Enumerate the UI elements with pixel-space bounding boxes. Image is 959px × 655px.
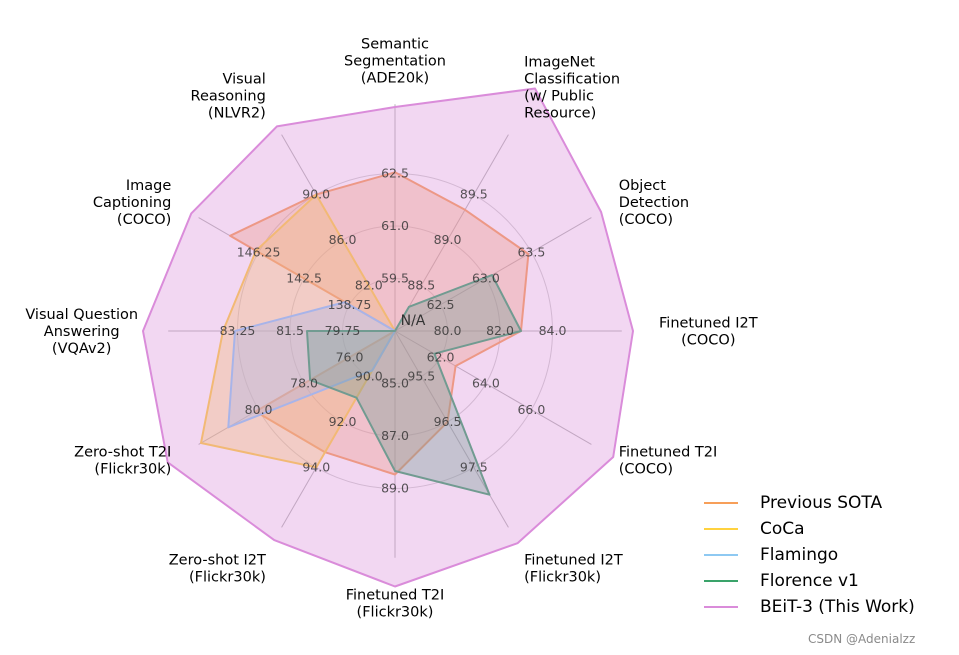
legend-label-florence-v1: Florence v1 — [760, 571, 859, 591]
legend-item-previous-sota: Previous SOTA — [704, 490, 915, 516]
tick-label-6-2: 89.0 — [381, 481, 409, 496]
tick-label-2-2: 63.5 — [517, 244, 545, 259]
center-label: N/A — [401, 313, 426, 329]
tick-label-7-2: 94.0 — [302, 459, 330, 474]
watermark: CSDN @Adenialzz — [808, 632, 916, 646]
axis-label-4: Finetuned T2I (COCO) — [619, 445, 718, 478]
tick-label-3-2: 84.0 — [539, 323, 567, 338]
tick-label-7-0: 90.0 — [355, 369, 383, 384]
legend-label-previous-sota: Previous SOTA — [760, 493, 883, 513]
legend-swatch-florence-v1 — [704, 580, 738, 582]
tick-label-9-1: 81.5 — [276, 323, 304, 338]
axis-label-1: ImageNet Classification (w/ Public Resource… — [524, 54, 620, 121]
legend-label-coca: CoCa — [760, 519, 805, 539]
series-area-2 — [227, 301, 396, 429]
tick-label-11-0: 82.0 — [355, 278, 383, 293]
tick-label-10-0: 138.75 — [328, 297, 372, 312]
tick-label-1-0: 88.5 — [407, 278, 435, 293]
legend-swatch-flamingo — [704, 554, 738, 556]
axis-label-8: Zero-shot T2I (Flickr30k) — [74, 445, 171, 478]
axis-label-11: Visual Reasoning (NLVR2) — [191, 71, 266, 121]
tick-label-10-1: 142.5 — [286, 271, 322, 286]
tick-label-4-2: 66.0 — [517, 402, 545, 417]
axis-label-2: Object Detection (COCO) — [619, 178, 689, 228]
tick-label-3-0: 80.0 — [434, 323, 462, 338]
spoke-2 — [394, 217, 592, 332]
tick-label-6-1: 87.0 — [381, 428, 409, 443]
tick-label-8-2: 80.0 — [245, 402, 273, 417]
tick-label-0-1: 61.0 — [381, 218, 409, 233]
tick-label-10-2: 146.25 — [237, 244, 281, 259]
tick-label-2-0: 62.5 — [427, 297, 455, 312]
axis-label-7: Zero-shot I2T (Flickr30k) — [169, 553, 266, 586]
tick-label-4-1: 64.0 — [472, 376, 500, 391]
axis-label-10: Image Captioning (COCO) — [93, 178, 171, 228]
tick-label-3-1: 82.0 — [486, 323, 514, 338]
axis-label-3: Finetuned I2T (COCO) — [659, 316, 758, 349]
tick-label-5-2: 97.5 — [460, 459, 488, 474]
axis-label-0: Semantic Segmentation (ADE20k) — [344, 37, 446, 87]
axis-label-5: Finetuned I2T (Flickr30k) — [524, 553, 623, 586]
tick-label-4-0: 62.0 — [427, 349, 455, 364]
tick-label-7-1: 92.0 — [329, 414, 357, 429]
legend-label-flamingo: Flamingo — [760, 545, 839, 565]
legend-item-flamingo: Flamingo — [704, 542, 915, 568]
tick-label-11-1: 86.0 — [329, 232, 357, 247]
legend-swatch-beit3 — [704, 606, 738, 608]
tick-label-1-1: 89.0 — [434, 232, 462, 247]
legend: Previous SOTA CoCa Flamingo Florence v1 … — [704, 490, 915, 620]
spoke-1 — [394, 134, 509, 332]
tick-label-0-2: 62.5 — [381, 166, 409, 181]
tick-label-6-0: 85.0 — [381, 376, 409, 391]
tick-label-11-2: 90.0 — [302, 187, 330, 202]
axis-label-6: Finetuned T2I (Flickr30k) — [346, 587, 445, 620]
tick-label-8-0: 76.0 — [336, 349, 364, 364]
tick-label-9-0: 79.75 — [325, 323, 361, 338]
axis-label-9: Visual Question Answering (VQAv2) — [25, 307, 138, 357]
tick-label-5-0: 95.5 — [407, 369, 435, 384]
tick-label-2-1: 63.0 — [472, 271, 500, 286]
legend-swatch-coca — [704, 528, 738, 530]
legend-swatch-previous-sota — [704, 502, 738, 504]
tick-label-0-0: 59.5 — [381, 271, 409, 286]
tick-label-8-1: 78.0 — [290, 376, 318, 391]
legend-item-beit3: BEiT-3 (This Work) — [704, 594, 915, 620]
spoke-4 — [394, 330, 592, 445]
tick-label-1-2: 89.5 — [460, 187, 488, 202]
legend-label-beit3: BEiT-3 (This Work) — [760, 597, 915, 617]
legend-item-florence-v1: Florence v1 — [704, 568, 915, 594]
tick-label-5-1: 96.5 — [434, 414, 462, 429]
legend-item-coca: CoCa — [704, 516, 915, 542]
tick-label-9-2: 83.25 — [220, 323, 256, 338]
